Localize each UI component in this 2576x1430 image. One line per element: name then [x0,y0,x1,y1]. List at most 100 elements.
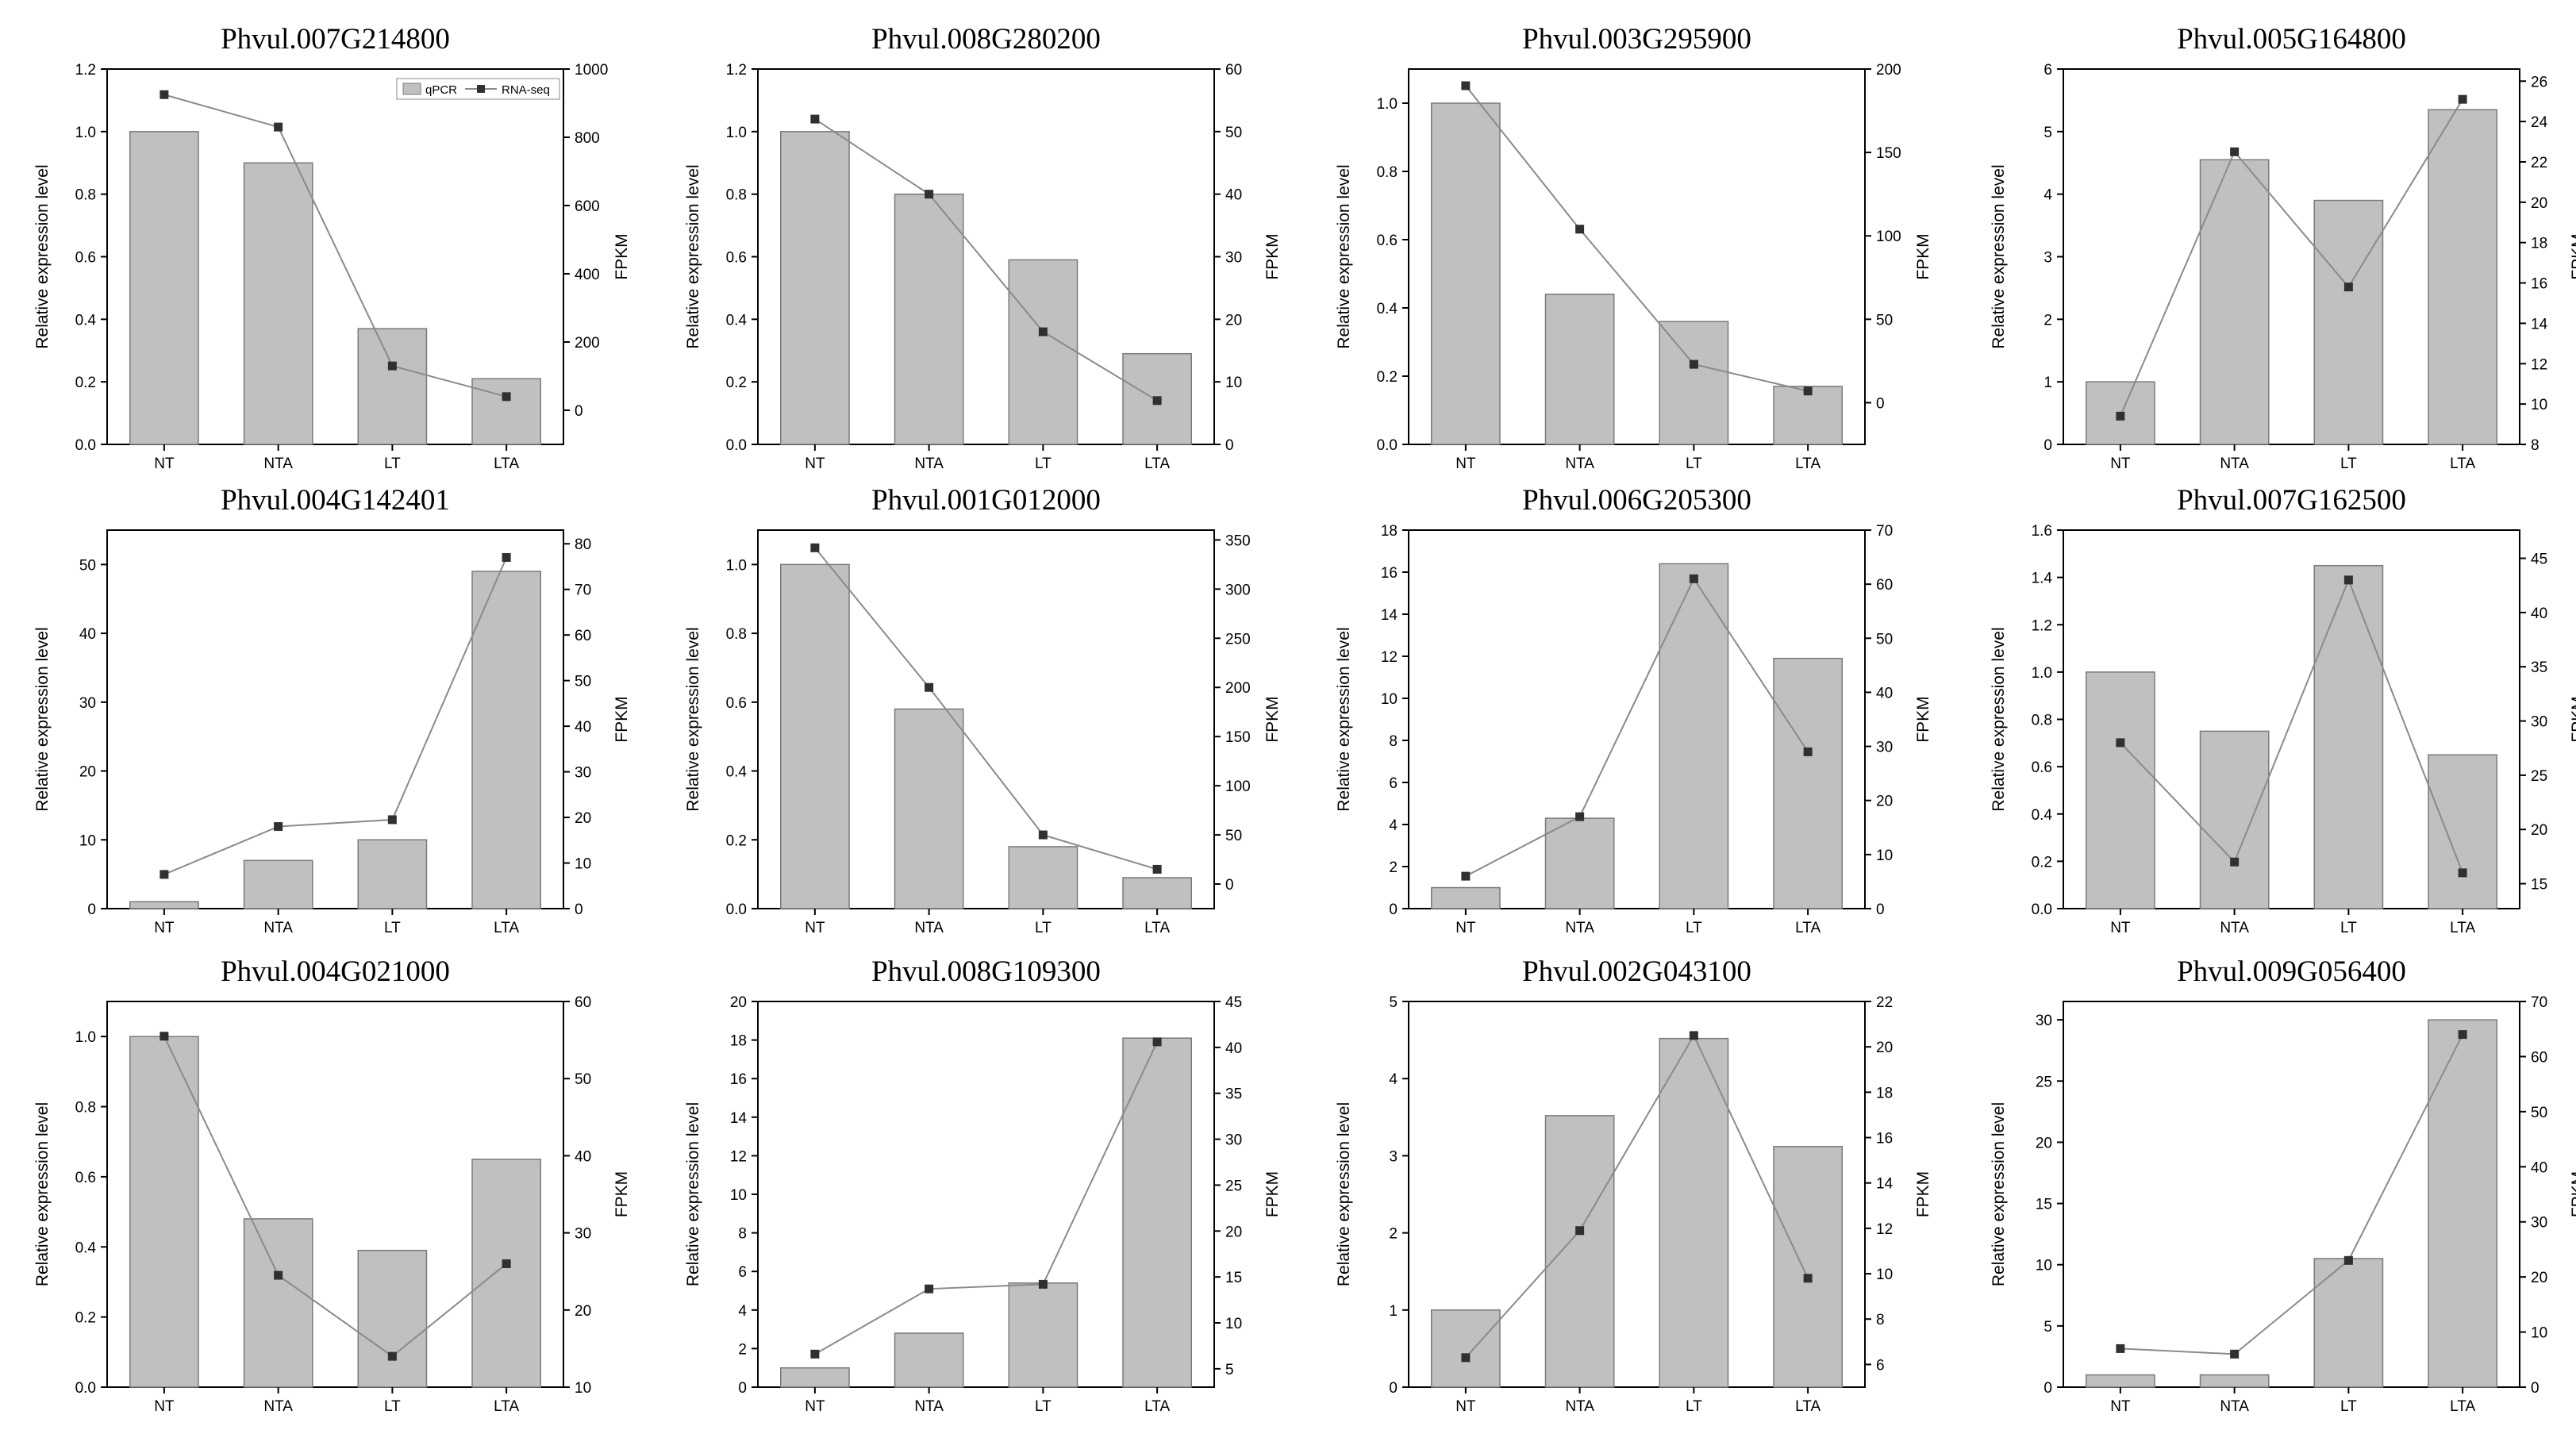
bar [1544,817,1615,909]
right-axis-label: FPKM [613,233,631,279]
right-tick-label: 20 [575,1303,591,1320]
left-axis-label: Relative expression level [1990,164,2008,348]
line-marker [925,1284,934,1294]
line-marker [387,1351,397,1361]
left-axis-label: Relative expression level [684,164,702,348]
plot-frame [1408,68,1866,445]
x-tick-label: NTA [263,1398,293,1415]
right-tick-label: 24 [2531,114,2548,131]
line-marker [387,361,397,371]
right-tick-label: 22 [1876,994,1893,1011]
right-tick-label: 20 [2531,1270,2547,1286]
x-tick-label: NT [805,1398,825,1415]
chart-panel: Phvul.005G164800012345681012141618202224… [1990,23,2576,472]
chart-title: Phvul.006G205300 [1522,484,1751,517]
line-marker [2116,738,2125,748]
line-marker [1803,747,1813,756]
x-tick-label: NTA [1565,1398,1594,1415]
line-marker [1152,864,1162,874]
chart-title: Phvul.005G164800 [2177,23,2406,56]
line-marker [1803,1274,1813,1283]
right-tick-label: 8 [2531,437,2539,454]
x-tick-label: LTA [2450,1398,2475,1415]
right-tick-label: 10 [2531,397,2547,413]
left-tick-label: 0.4 [75,312,97,329]
chart-panel: Phvul.001G012000 0.0 0.2 0.4 0.6 0.8 1.0 0 50 100… [684,484,1282,936]
bar [2428,1019,2497,1388]
series-line [1465,1033,1809,1359]
left-tick-label: 6 [1389,775,1398,792]
right-tick-label: 8 [1876,1312,1885,1328]
right-tick-label: 30 [1225,1132,1242,1149]
x-tick-label: LTA [1795,920,1821,936]
bar [2313,564,2384,909]
left-tick-label: 0.4 [75,1240,97,1256]
plot-frame [757,529,1215,909]
right-tick-label: 50 [1225,125,1242,141]
left-tick-label: 1 [2043,375,2052,391]
bar [780,1367,850,1388]
legend-marker-swatch [477,85,485,93]
right-tick-label: 50 [1876,631,1893,648]
left-tick-label: 0.2 [1377,369,1398,386]
left-tick-label: 1.0 [726,125,747,141]
x-tick-label: LT [384,456,401,472]
right-tick-label: 50 [2531,1105,2547,1121]
left-tick-label: 0.8 [1377,164,1398,181]
x-tick-label: NT [2110,920,2131,936]
left-tick-label: 0.6 [75,1170,96,1186]
plot-frame [1408,529,1866,909]
x-tick-label: NT [2110,1398,2131,1415]
right-tick-label: 600 [575,198,600,215]
right-tick-label: 10 [575,1380,591,1397]
x-tick-label: NTA [914,920,944,936]
bar [2199,1374,2270,1388]
x-tick-label: LTA [2450,920,2475,936]
right-tick-label: 45 [1225,994,1242,1011]
left-tick-label: 0.6 [2032,759,2052,776]
x-tick-label: LT [2340,1398,2357,1415]
left-tick-label: 0 [87,901,96,918]
x-tick-label: LT [1035,920,1052,936]
line-marker [2230,1349,2240,1359]
line-marker [274,822,283,832]
left-tick-label: 4 [1389,1071,1398,1088]
bar [471,1159,541,1388]
chart-panel: Phvul.008G280200 0.0 0.2 0.4 0.6 0.8 1.0 1.2 0 10… [684,23,1282,472]
bar [1431,1309,1501,1388]
left-tick-label: 2 [2043,312,2052,329]
right-axis-label: FPKM [613,1171,631,1217]
left-tick-label: 4 [738,1303,747,1320]
bar [471,571,541,909]
left-tick-label: 10 [730,1187,747,1204]
right-tick-label: 14 [1876,1176,1894,1193]
bar [1008,259,1078,445]
legend-bar-swatch [402,83,421,95]
x-tick-label: LTA [494,920,519,936]
line-marker [1152,396,1162,406]
bar [2428,109,2497,445]
left-tick-label: 0.0 [1377,437,1398,454]
x-tick-label: NT [805,456,825,472]
left-tick-label: 16 [1381,565,1398,582]
x-tick-label: NTA [2220,456,2249,472]
left-tick-label: 0.2 [75,375,96,391]
bar [1659,321,1729,445]
bar [243,1218,313,1388]
left-tick-label: 0.0 [75,437,96,454]
left-tick-label: 1.0 [75,1029,96,1046]
right-tick-label: 80 [575,536,591,553]
x-tick-label: NT [154,920,175,936]
right-tick-label: 10 [1225,375,1242,391]
right-tick-label: 30 [2531,714,2547,731]
chart-panel: Phvul.002G0431000123456810121416182022Re… [1335,955,1932,1415]
left-tick-label: 1.6 [2032,523,2052,540]
right-tick-label: 22 [2531,155,2547,171]
left-tick-label: 0.2 [726,375,747,391]
left-tick-label: 1.0 [726,557,747,574]
right-tick-label: 0 [1225,877,1234,894]
x-tick-label: NTA [263,456,293,472]
bar [1544,1115,1615,1388]
x-tick-label: NT [805,920,825,936]
